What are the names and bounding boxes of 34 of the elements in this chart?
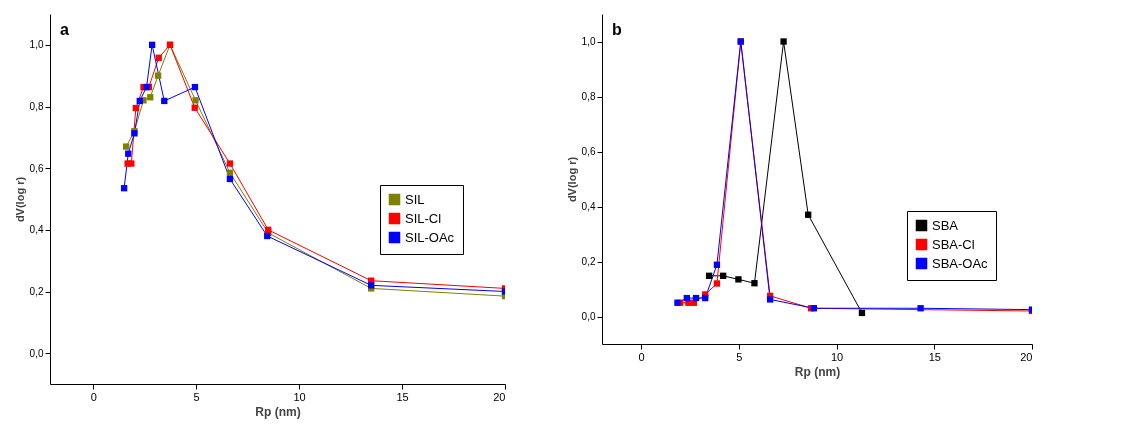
y-tick-label: 0,8	[29, 101, 44, 112]
y-tick-label: 1,0	[581, 36, 596, 47]
y-tick-label: 0,4	[581, 201, 596, 212]
legend-label: SBA	[932, 217, 959, 233]
legend-label: SBA-Cl	[932, 236, 975, 252]
y-tick-label: 0,6	[581, 146, 596, 157]
x-axis-title: Rp (nm)	[794, 364, 841, 379]
y-axis-title: dV(log r)	[13, 176, 26, 223]
x-tick-label: 20	[493, 390, 506, 403]
legend-label: SIL-Cl	[405, 210, 442, 226]
y-axis-title: dV(log r)	[565, 156, 578, 203]
y-tick-label: 0,2	[581, 256, 596, 267]
y-tick-label: 0,8	[581, 91, 596, 102]
x-tick-label: 0	[638, 350, 645, 363]
x-tick-label: 20	[1020, 350, 1033, 363]
x-axis-title: Rp (nm)	[255, 404, 301, 419]
y-tick-label: 0,0	[29, 347, 44, 359]
x-tick-label: 5	[193, 390, 200, 403]
x-tick-label: 10	[830, 350, 844, 363]
legend-label: SBA-OAc	[932, 255, 989, 271]
y-tick-label: 0,4	[29, 224, 44, 236]
legend-label: SIL	[405, 191, 425, 207]
y-tick-label: 0,6	[29, 162, 44, 174]
x-tick-label: 15	[928, 350, 941, 363]
x-tick-label: 15	[396, 390, 409, 403]
x-tick-label: 0	[90, 390, 97, 403]
y-tick-label: 0,2	[29, 286, 44, 297]
annotation: a	[60, 21, 69, 38]
y-tick-label: 0,0	[581, 311, 596, 322]
y-tick-label: 1,0	[29, 39, 44, 51]
x-tick-label: 5	[736, 350, 743, 363]
annotation: b	[612, 21, 622, 38]
legend-label: SIL-OAc	[405, 229, 455, 245]
x-tick-label: 10	[293, 390, 306, 403]
